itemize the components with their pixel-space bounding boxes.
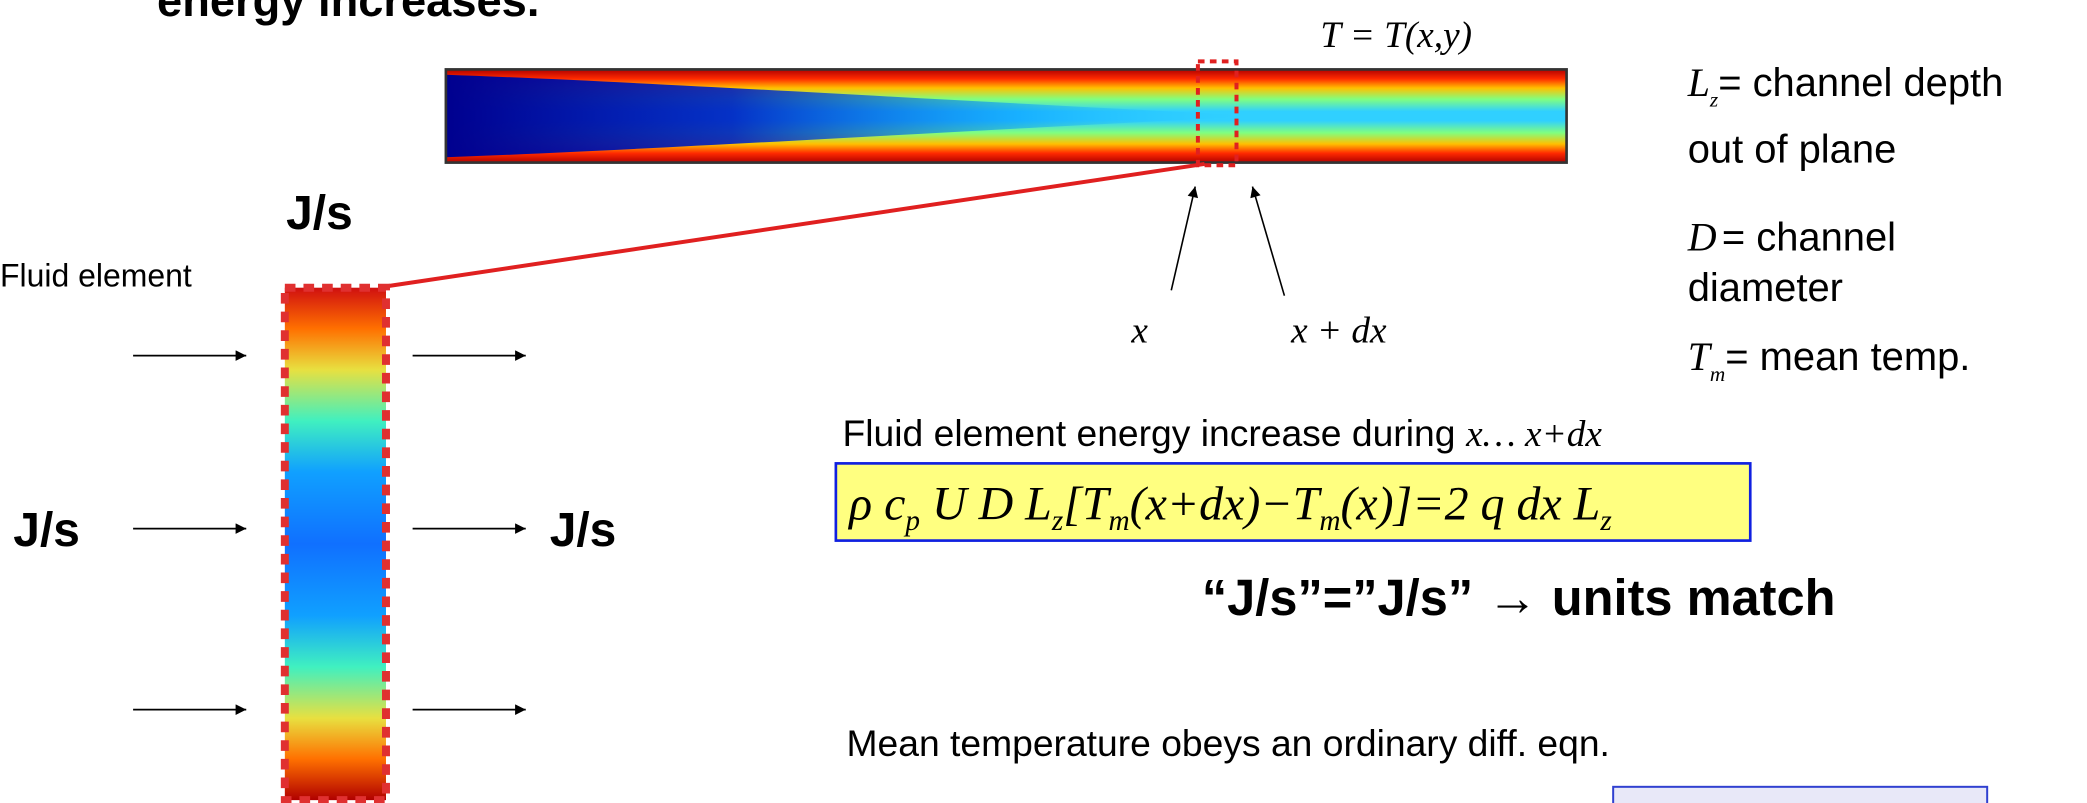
equation-box [1612,785,1989,803]
equation-part: m [1319,505,1340,537]
x-arrow [1170,186,1199,291]
x-dx-arrow [1250,186,1286,296]
equation-part: p [903,505,920,537]
slide-title: energy increases. [157,0,539,26]
flow-arrows [133,350,526,715]
flux-label: J/s [13,504,80,557]
element-label: Fluid element [0,257,192,293]
equation-part: ρ c [847,477,905,530]
equation-part: z [1051,505,1063,537]
channel-heatmap [444,68,1568,164]
x-dx-label: x + dx [1290,310,1387,351]
equation: ρ cp U D Lz[Tm(x+dx)−Tm(x)]=2 q dx Lz [847,477,1612,537]
equation-part: z [1599,505,1611,537]
equation-part: m [1109,505,1130,537]
definition-line: out of plane [1688,128,1897,172]
flux-label: J/s [550,504,617,557]
equation-part: U D L [920,477,1052,530]
units-note: “J/s”=”J/s” → units match [1202,569,1836,626]
channel-label: T = T(x,y) [1320,15,1472,56]
definition: Lz= channel depth [1687,60,2004,112]
definition: Tm= mean temp. [1688,334,1971,386]
definition: D = channel [1687,214,1896,259]
equation-part: [T [1063,477,1112,530]
ode-caption: Mean temperature obeys an ordinary diff.… [847,722,1610,764]
x-label: x [1130,310,1148,351]
zoom-line [385,161,1205,289]
flux-label: J/s [286,187,353,240]
equation-part: (x)]=2 q dx L [1340,477,1600,530]
equation-box [834,462,1752,542]
definition-line: diameter [1688,266,1843,310]
fluid-element [280,283,390,803]
slice-marker [1195,59,1239,168]
equation-part: (x+dx)−T [1130,477,1323,530]
balance-caption: Fluid element energy increase during x… x… [843,412,1603,455]
